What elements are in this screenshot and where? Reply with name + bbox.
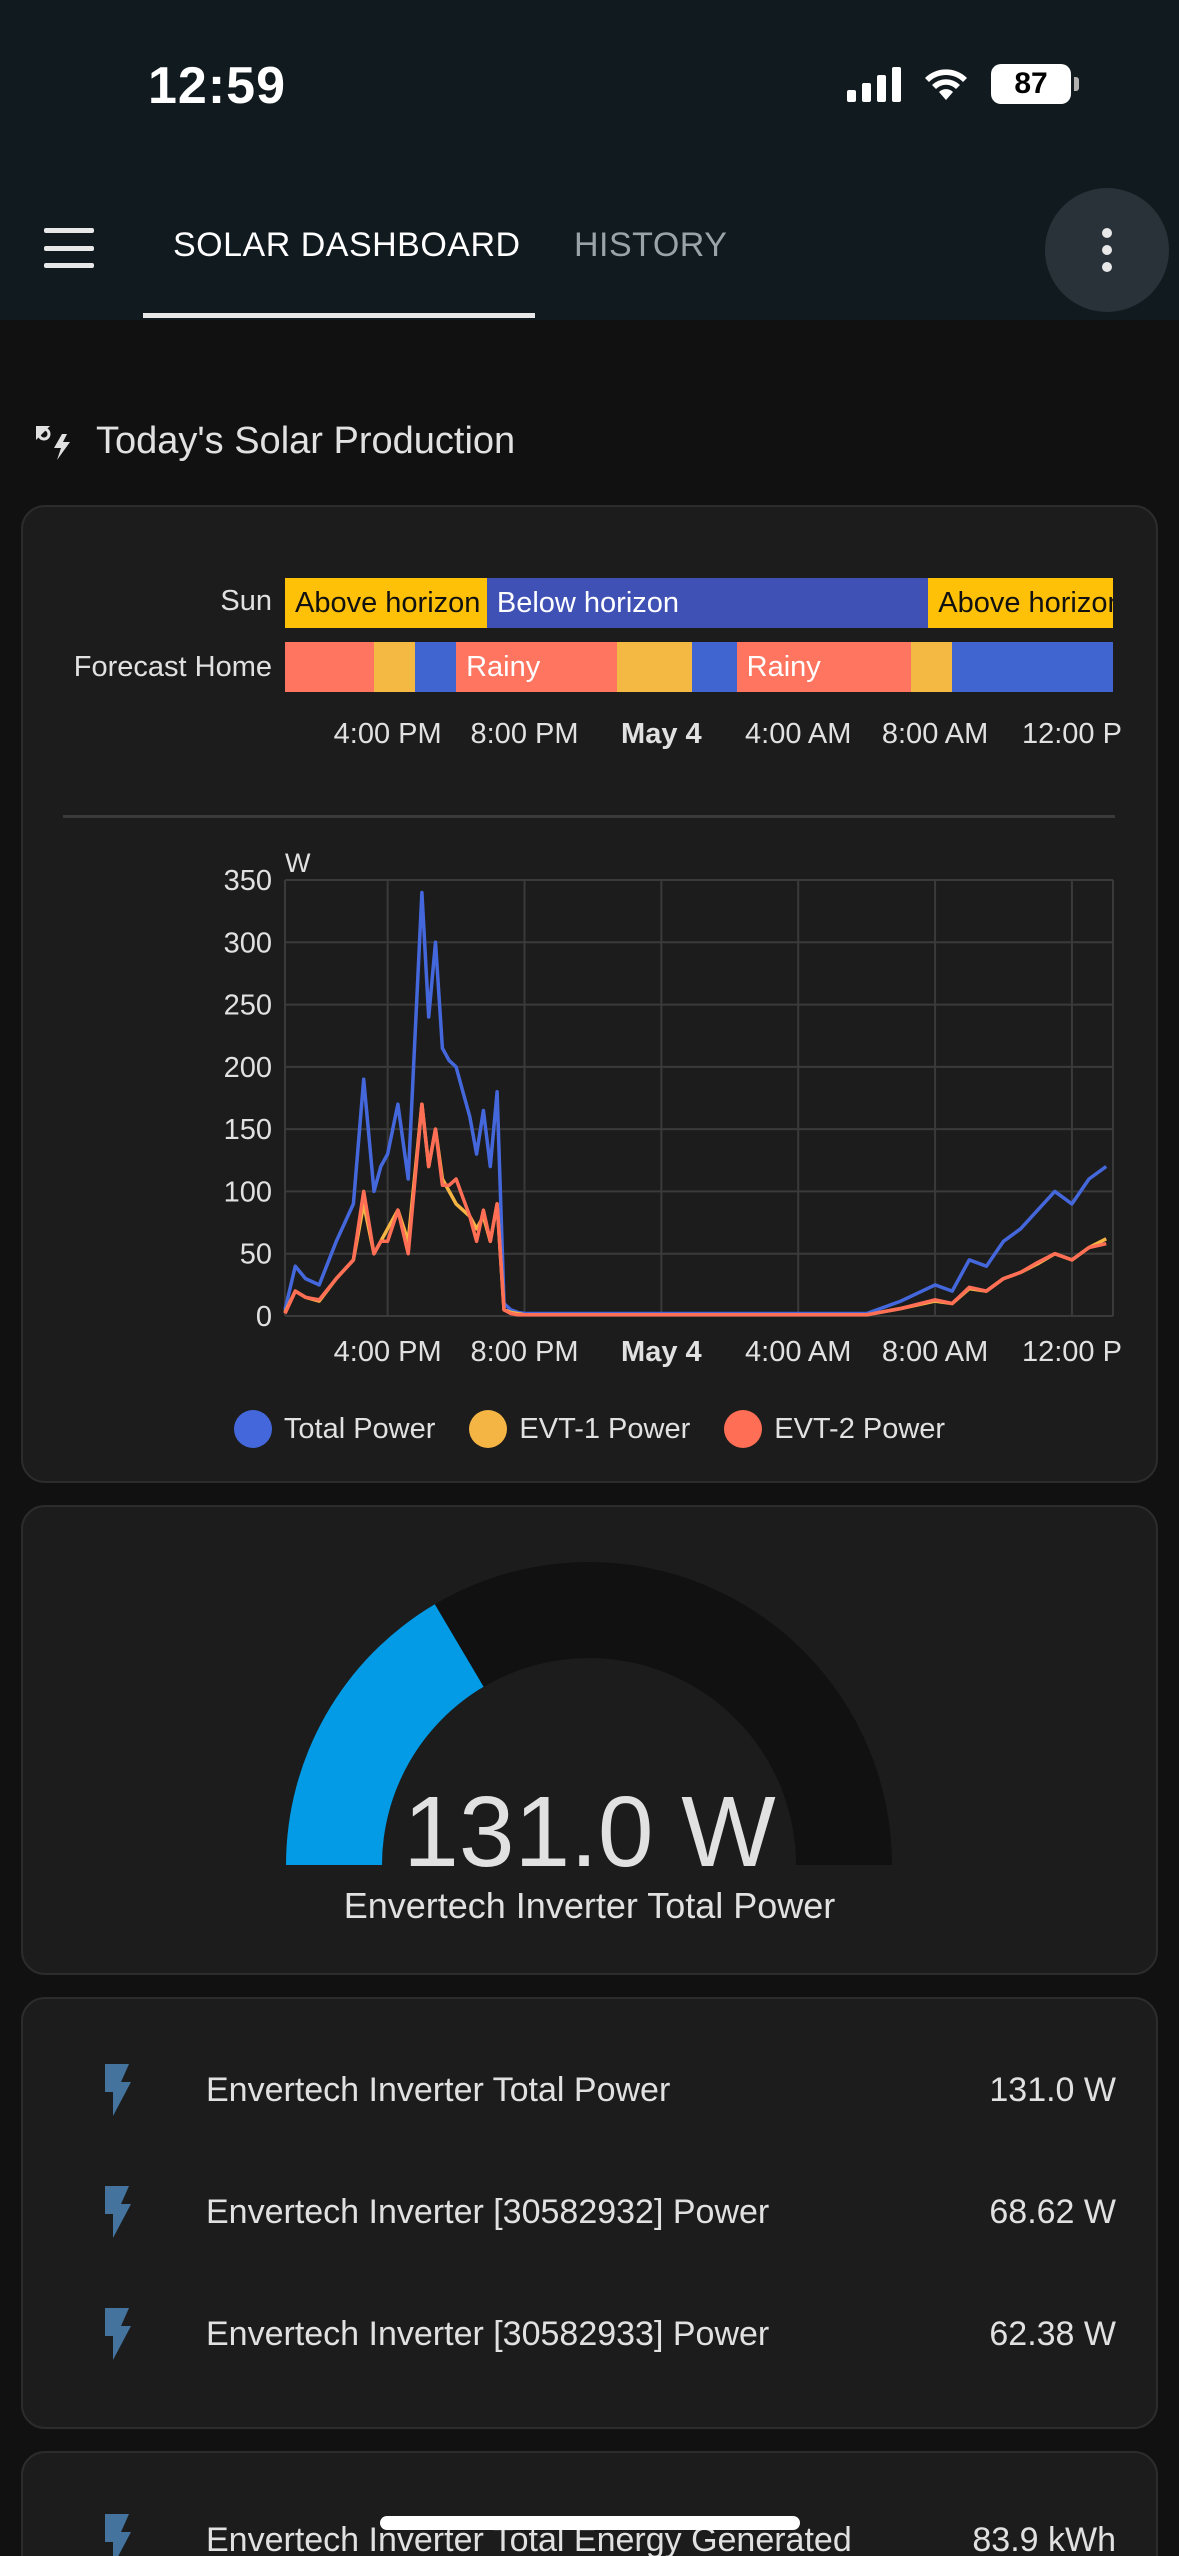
active-tab-indicator — [143, 313, 535, 318]
battery-indicator: 87 — [991, 64, 1071, 104]
entity-row[interactable]: Envertech Inverter Total Power 131.0 W — [21, 2050, 1158, 2130]
timeline-tick-label: 4:00 PM — [333, 718, 442, 750]
timeline-label-forecast: Forecast Home — [73, 651, 272, 683]
timeline-segment[interactable] — [692, 642, 737, 692]
legend-item[interactable]: EVT-2 Power — [724, 1410, 945, 1448]
series-line-1 — [283, 1102, 1107, 1317]
more-options-button[interactable] — [1045, 188, 1169, 312]
x-tick-label: 8:00 PM — [471, 1336, 579, 1368]
legend-dot-evt2 — [724, 1410, 763, 1448]
x-tick-label: 8:00 AM — [882, 1336, 988, 1368]
timeline-segment[interactable]: Rainy — [736, 642, 912, 692]
hamburger-menu-icon[interactable] — [44, 228, 94, 268]
legend-dot-total — [233, 1410, 272, 1448]
gauge-label: Envertech Inverter Total Power — [343, 1885, 836, 1926]
entity-value: 68.62 W — [989, 2192, 1116, 2231]
section-title: Today's Solar Production — [96, 420, 516, 462]
y-tick-label: 0 — [256, 1301, 272, 1333]
entity-name: Envertech Inverter [30582933] Power — [206, 2314, 770, 2353]
entity-name: Envertech Inverter [30582932] Power — [206, 2192, 770, 2231]
timeline-segment[interactable] — [373, 642, 415, 692]
series-line-0 — [283, 890, 1108, 1316]
y-tick-label: 350 — [224, 865, 272, 897]
flash-icon — [105, 2514, 131, 2556]
cellular-signal-icon — [847, 66, 901, 102]
tab-solar-dashboard[interactable]: SOLAR DASHBOARD — [173, 226, 521, 264]
power-line-chart: 0 50 100 150 200 250 300 350 W 4:00 PM 8:00 PM May … — [224, 848, 1122, 1368]
gauge-value: 131.0 W — [403, 1776, 776, 1888]
x-tick-label: 4:00 AM — [745, 1336, 851, 1368]
wifi-icon — [925, 69, 967, 100]
timeline-segment[interactable]: Above horizon — [285, 578, 487, 628]
entities-card — [21, 1997, 1158, 2429]
x-tick-label: 12:00 P — [1022, 1336, 1122, 1368]
timeline-segment[interactable] — [415, 642, 457, 692]
legend-item[interactable]: EVT-1 Power — [469, 1410, 690, 1448]
timeline-tick-label: 8:00 PM — [470, 718, 579, 750]
entity-row[interactable]: Envertech Inverter [30582933] Power 62.3… — [21, 2294, 1158, 2374]
x-tick-label: 4:00 PM — [334, 1336, 442, 1368]
timeline-tick-label: 4:00 AM — [745, 718, 852, 750]
timeline-tick-label: May 4 — [621, 718, 702, 750]
timeline-segment[interactable] — [285, 642, 374, 692]
x-tick-label: May 4 — [621, 1336, 702, 1368]
app-header: 12:59 87 SOLAR DASHBOARD HISTORY — [0, 0, 1179, 320]
tab-history[interactable]: HISTORY — [574, 226, 728, 264]
timeline-segment[interactable]: Above horizon — [928, 578, 1113, 628]
home-indicator — [380, 2516, 800, 2530]
y-tick-label: 300 — [224, 927, 272, 959]
y-tick-label: 250 — [224, 990, 272, 1022]
timeline-label-sun: Sun — [220, 585, 272, 617]
status-icons: 87 — [847, 64, 1079, 104]
legend-label: EVT-1 Power — [519, 1412, 691, 1445]
timeline-segment[interactable] — [952, 642, 1113, 692]
legend-label: EVT-2 Power — [774, 1412, 946, 1445]
legend-label: Total Power — [283, 1412, 436, 1445]
y-tick-label: 100 — [224, 1176, 272, 1208]
timeline-segment[interactable] — [911, 642, 953, 692]
y-tick-label: 50 — [240, 1239, 272, 1271]
timeline-tick-label: 8:00 AM — [881, 718, 989, 750]
status-time: 12:59 — [148, 57, 286, 115]
entity-name: Envertech Inverter Total Power — [206, 2070, 671, 2109]
timeline-segment[interactable] — [616, 642, 693, 692]
y-axis-unit: W — [285, 848, 311, 878]
timeline-segment[interactable]: Rainy — [456, 642, 617, 692]
energy-card — [21, 2451, 1158, 2556]
entity-value: 62.38 W — [989, 2314, 1116, 2353]
chart-legend: Total Power EVT-1 Power EVT-2 Power — [0, 1410, 1179, 1448]
y-tick-label: 150 — [224, 1114, 272, 1146]
timeline-tick-label: 12:00 P — [1021, 718, 1122, 750]
flash-icon — [105, 2064, 131, 2116]
legend-item[interactable]: Total Power — [233, 1410, 436, 1448]
timeline-segment[interactable]: Below horizon — [486, 578, 929, 628]
entity-row[interactable]: Envertech Inverter [30582932] Power 68.6… — [21, 2172, 1158, 2252]
flash-icon — [105, 2308, 131, 2360]
section-header: Today's Solar Production — [32, 420, 515, 463]
y-tick-label: 200 — [224, 1052, 272, 1084]
series-line-2 — [283, 1102, 1107, 1317]
chart-divider — [63, 815, 1115, 818]
battery-cap — [1074, 77, 1079, 91]
entity-value: 131.0 W — [989, 2070, 1116, 2109]
solar-weather-icon — [36, 425, 70, 460]
flash-icon — [105, 2186, 131, 2238]
legend-dot-evt1 — [469, 1410, 508, 1448]
entity-value: 83.9 kWh — [972, 2520, 1116, 2556]
